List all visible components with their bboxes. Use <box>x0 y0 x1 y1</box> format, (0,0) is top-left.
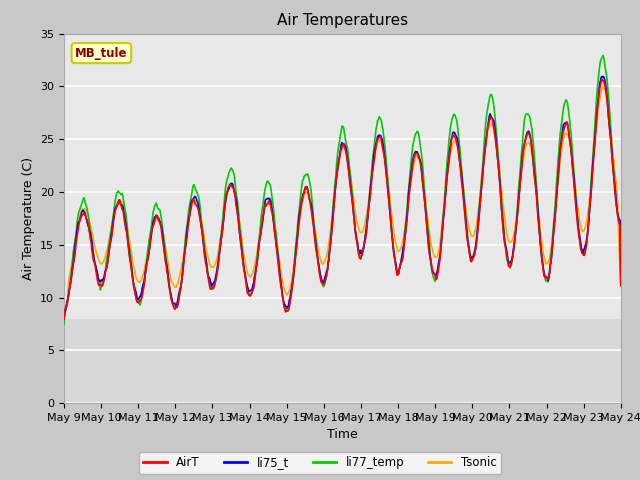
Legend: AirT, li75_t, li77_temp, Tsonic: AirT, li75_t, li77_temp, Tsonic <box>139 452 501 474</box>
Bar <box>64 319 621 403</box>
X-axis label: Time: Time <box>327 429 358 442</box>
Text: MB_tule: MB_tule <box>75 47 127 60</box>
Y-axis label: Air Temperature (C): Air Temperature (C) <box>22 157 35 280</box>
Title: Air Temperatures: Air Temperatures <box>277 13 408 28</box>
